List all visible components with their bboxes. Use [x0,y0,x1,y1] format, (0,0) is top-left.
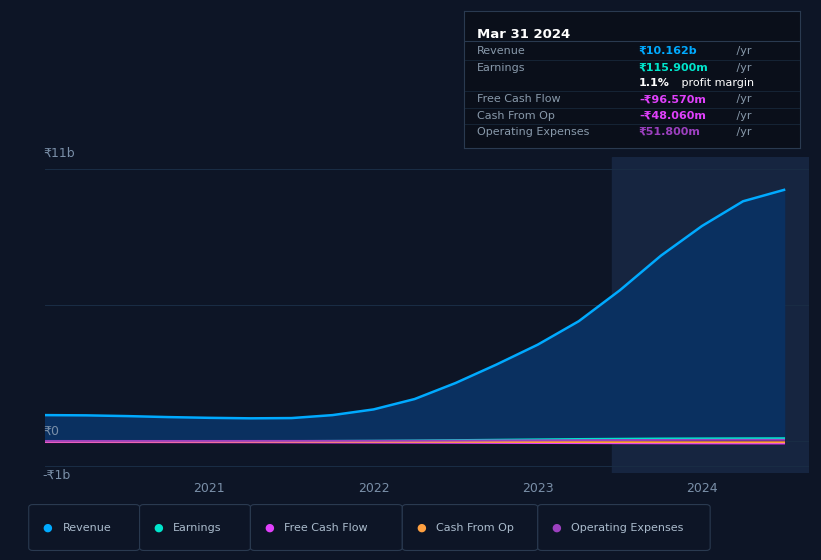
Text: /yr: /yr [733,127,752,137]
Text: ●: ● [416,522,426,533]
Text: /yr: /yr [733,63,752,73]
Text: /yr: /yr [733,111,752,120]
Text: ●: ● [552,522,562,533]
Text: Mar 31 2024: Mar 31 2024 [477,27,571,41]
Text: ₹51.800m: ₹51.800m [639,127,701,137]
Text: Operating Expenses: Operating Expenses [571,522,684,533]
Text: Earnings: Earnings [477,63,525,73]
Text: ₹0: ₹0 [43,425,59,438]
Text: ●: ● [154,522,163,533]
Text: -₹48.060m: -₹48.060m [639,111,706,120]
Text: ₹115.900m: ₹115.900m [639,63,709,73]
Text: Earnings: Earnings [173,522,222,533]
Text: profit margin: profit margin [677,78,754,88]
Text: ●: ● [264,522,274,533]
Text: ●: ● [43,522,53,533]
Text: ₹10.162b: ₹10.162b [639,46,698,56]
Text: Free Cash Flow: Free Cash Flow [477,94,561,104]
Text: /yr: /yr [733,46,752,56]
Text: -₹1b: -₹1b [43,469,71,482]
Text: Cash From Op: Cash From Op [436,522,514,533]
Text: /yr: /yr [733,94,752,104]
Text: Revenue: Revenue [477,46,526,56]
Text: ₹11b: ₹11b [43,147,75,160]
Text: Operating Expenses: Operating Expenses [477,127,589,137]
Text: 1.1%: 1.1% [639,78,670,88]
Text: -₹96.570m: -₹96.570m [639,94,706,104]
Bar [612,157,809,473]
Text: Cash From Op: Cash From Op [477,111,555,120]
Text: Free Cash Flow: Free Cash Flow [284,522,368,533]
Text: Revenue: Revenue [62,522,111,533]
